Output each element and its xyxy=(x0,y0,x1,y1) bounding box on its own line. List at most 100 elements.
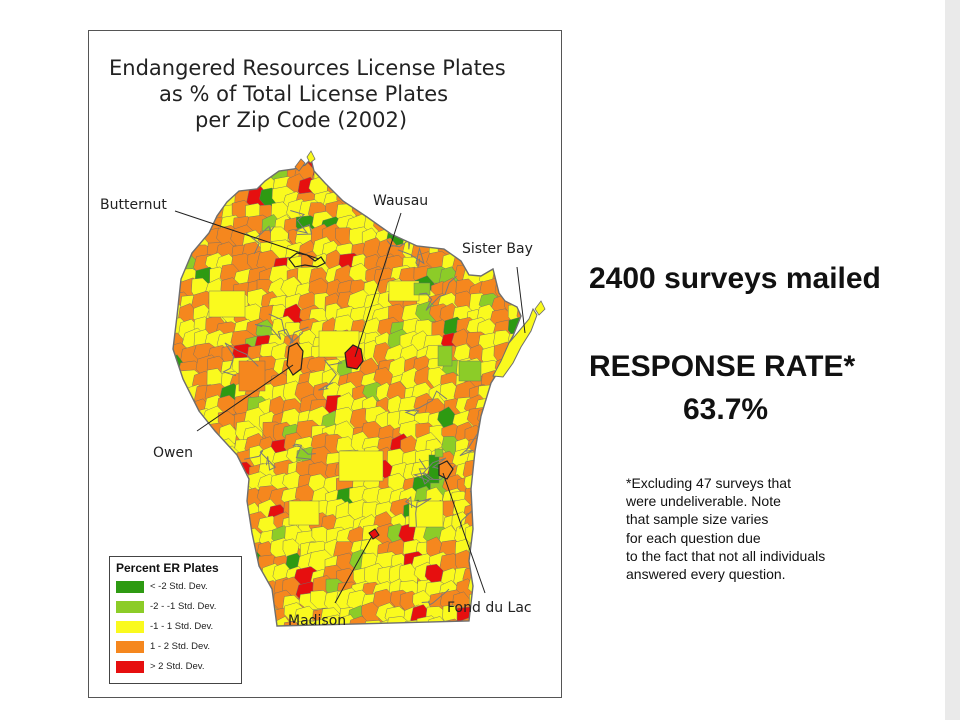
zip-region xyxy=(180,420,203,448)
zip-region xyxy=(491,613,513,626)
zip-region xyxy=(476,550,498,578)
zip-region xyxy=(480,618,502,626)
zip-region xyxy=(491,201,517,222)
zip-region xyxy=(505,526,521,548)
zip-region xyxy=(517,437,521,464)
zip-region xyxy=(197,161,219,188)
zip-region xyxy=(183,497,204,525)
zip-region xyxy=(505,395,521,417)
zip-region xyxy=(205,463,228,488)
zip-region xyxy=(531,148,551,172)
wisconsin-outline xyxy=(172,157,522,627)
map-title-line-2: as % of Total License Plates xyxy=(159,82,449,106)
zip-region xyxy=(505,412,521,434)
zip-region xyxy=(220,473,241,493)
zip-region xyxy=(534,187,553,212)
zip-region xyxy=(535,360,555,384)
wisconsin-zip-map xyxy=(172,148,556,643)
footnote-line-4: for each question due xyxy=(626,529,761,546)
zip-region xyxy=(532,422,551,447)
zip-region xyxy=(362,159,383,177)
zip-region xyxy=(467,539,495,567)
zip-region xyxy=(173,159,185,174)
zip-region xyxy=(194,185,219,213)
zip-region xyxy=(440,159,464,168)
legend-label-4: 1 - 2 Std. Dev. xyxy=(150,641,211,652)
zip-region xyxy=(505,198,521,223)
zip-region xyxy=(312,159,339,170)
madison-label: Madison xyxy=(288,613,347,629)
zip-region xyxy=(194,526,215,549)
zip-region xyxy=(481,203,501,229)
zip-region xyxy=(467,215,489,236)
zip-region xyxy=(178,483,197,508)
zip-region xyxy=(345,172,369,195)
legend-swatch-3 xyxy=(116,621,144,633)
zip-region xyxy=(403,164,426,187)
county-boundary xyxy=(397,246,425,268)
zip-region xyxy=(391,162,412,186)
sister-bay-leader-line xyxy=(516,266,526,334)
zip-region xyxy=(519,502,521,523)
zip-region xyxy=(532,335,556,359)
zip-region xyxy=(519,381,521,402)
zip-region xyxy=(465,200,490,225)
zip-region xyxy=(363,620,389,626)
zip-region xyxy=(516,303,521,326)
zip-region xyxy=(455,205,477,226)
county-boundary xyxy=(290,210,313,235)
zip-region xyxy=(216,171,237,199)
zip-region xyxy=(517,409,521,436)
county-boundary xyxy=(268,313,309,345)
footnote: *Excluding 47 surveys that were undelive… xyxy=(626,474,825,583)
zip-region xyxy=(416,217,434,238)
butternut-label: Butternut xyxy=(100,197,167,213)
zip-region xyxy=(282,621,302,626)
zip-region xyxy=(493,577,521,599)
zip-region xyxy=(504,267,521,289)
zip-region xyxy=(505,275,521,303)
zip-region xyxy=(244,592,268,617)
zip-region xyxy=(503,159,521,173)
county-boundary xyxy=(412,458,434,485)
zip-region xyxy=(195,434,218,458)
zip-region xyxy=(191,159,217,176)
zip-region xyxy=(481,511,501,532)
zip-region xyxy=(417,159,440,176)
zip-region xyxy=(533,618,551,643)
zip-region xyxy=(517,346,521,372)
zip-region xyxy=(439,199,460,221)
county-boundary xyxy=(245,225,275,255)
zip-region xyxy=(504,567,521,595)
zip-region xyxy=(173,166,185,187)
zip-region xyxy=(502,618,521,626)
zip-region xyxy=(458,360,482,382)
zip-region xyxy=(504,421,521,446)
zip-region xyxy=(522,581,546,601)
footnote-line-3: that sample size varies xyxy=(626,511,769,528)
zip-region xyxy=(173,216,189,241)
zip-region xyxy=(452,213,478,235)
zip-region xyxy=(452,159,476,187)
zip-region xyxy=(522,185,546,210)
zip-region xyxy=(404,619,429,626)
legend-swatch-5 xyxy=(116,661,144,673)
island-1 xyxy=(294,158,306,172)
owen-leader-line xyxy=(196,364,294,432)
zip-region xyxy=(243,580,263,601)
zip-region xyxy=(532,204,555,229)
zip-region xyxy=(362,163,386,191)
zip-region xyxy=(518,550,521,574)
footnote-line-2: were undeliverable. Note xyxy=(626,493,781,510)
zip-region xyxy=(533,343,553,370)
zip-region xyxy=(531,524,550,551)
fond-du-lac-label: Fond du Lac xyxy=(447,600,532,616)
zip-region xyxy=(520,446,521,472)
zip-region xyxy=(178,189,205,210)
zip-region xyxy=(465,190,486,218)
zip-region xyxy=(218,159,240,173)
footnote-line-5: to the fact that not all individuals xyxy=(626,547,826,564)
zip-region xyxy=(491,163,513,185)
zip-region xyxy=(514,423,521,443)
zip-region xyxy=(490,411,516,432)
